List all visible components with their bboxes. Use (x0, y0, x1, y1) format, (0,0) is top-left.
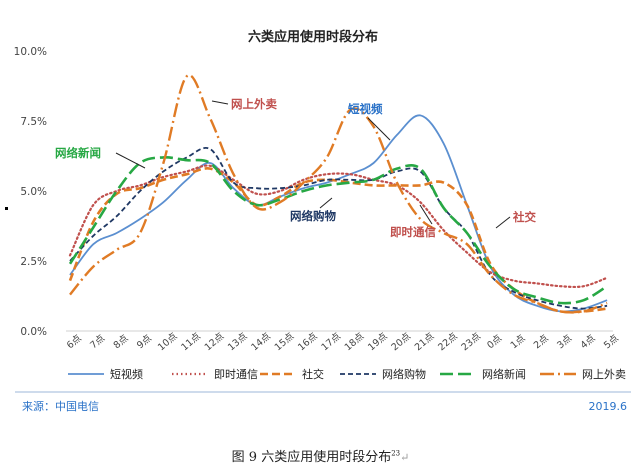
y-tick-label: 5.0% (20, 186, 47, 198)
series-group (68, 73, 609, 314)
x-tick-label: 11点 (179, 331, 203, 354)
legend-label: 网络新闻 (482, 367, 526, 381)
series-line-6 (69, 73, 608, 314)
x-tick-label: 12点 (203, 331, 227, 354)
legend-label: 短视频 (110, 367, 143, 381)
x-tick-label: 13点 (226, 331, 250, 354)
annotation-label: 短视频 (348, 102, 383, 116)
x-tick-label: 21点 (413, 331, 437, 354)
series-line-2 (68, 164, 609, 289)
series-line-3 (68, 167, 608, 314)
paragraph-mark: ↵ (400, 451, 410, 464)
x-tick-label: 17点 (319, 331, 343, 354)
x-tick-label: 4点 (579, 333, 598, 352)
x-tick-label: 9点 (135, 333, 154, 352)
x-tick-label: 16点 (296, 331, 320, 354)
x-tick-label: 22点 (436, 331, 460, 354)
chart-title: 六类应用使用时段分布 (248, 29, 378, 45)
annotation-leader (495, 216, 511, 229)
x-tick-label: 15点 (273, 331, 297, 354)
caption-text: 图 9 六类应用使用时段分布 (231, 450, 392, 465)
y-tick-label: 10.0% (14, 46, 47, 58)
annotation-label: 即时通信 (390, 225, 436, 239)
x-tick-label: 8点 (112, 333, 131, 352)
x-tick-label: 10点 (156, 331, 180, 354)
x-tick-label: 14点 (249, 331, 273, 354)
x-tick-label: 0点 (485, 333, 504, 352)
x-tick-label: 18点 (343, 331, 367, 354)
legend: 短视频 即时通信 社交 网络购物 网络新闻 网上外卖 (68, 367, 626, 381)
x-tick-label: 3点 (555, 333, 574, 352)
x-tick-label: 7点 (88, 333, 107, 352)
legend-label: 网络购物 (382, 367, 426, 381)
y-tick-label: 2.5% (20, 256, 47, 268)
x-tick-label: 5点 (602, 333, 621, 352)
annotation-leader (115, 152, 146, 169)
x-tick-label: 2点 (532, 333, 551, 352)
annotation-leader (419, 204, 433, 225)
x-tick-label: 19点 (366, 331, 390, 354)
x-tick-label: 20点 (389, 331, 413, 354)
chart-area: 六类应用使用时段分布 0.0% 2.5% 5.0% 7.5% 10.0% 6点 7点 8点 9… (5, 29, 631, 413)
x-axis: 6点 7点 8点 9点 10点 11点 12点 13点 14点 15点 16点 17点 18点 19点 20… (65, 331, 621, 354)
annotation-leader (319, 197, 333, 209)
annotation-leader (367, 117, 391, 141)
figure-caption: 图 9 六类应用使用时段分布23↵ (0, 446, 641, 465)
date-label: 2019.6 (589, 400, 628, 413)
legend-label: 网上外卖 (582, 368, 626, 381)
y-tick-label: 0.0% (20, 326, 47, 338)
legend-label: 即时通信 (214, 368, 258, 381)
series-line-4 (69, 147, 608, 310)
y-tick-label: 7.5% (20, 116, 47, 128)
annotation-label: 网络购物 (290, 209, 336, 223)
y-axis: 0.0% 2.5% 5.0% 7.5% 10.0% (14, 46, 614, 338)
x-tick-label: 23点 (460, 331, 484, 354)
annotation-label: 网络新闻 (55, 146, 101, 160)
caption-footnote: 23 (391, 449, 401, 458)
annotation-label: 网上外卖 (231, 97, 277, 111)
x-tick-label: 6点 (65, 333, 84, 352)
annotation-label: 社交 (512, 210, 536, 224)
series-line-1 (69, 114, 608, 313)
annotation-leader (211, 100, 229, 105)
series-line-5 (68, 156, 608, 305)
x-tick-label: 1点 (509, 333, 528, 352)
legend-label: 社交 (302, 367, 324, 381)
source-label: 来源：中国电信 (22, 399, 99, 413)
edge-marker (5, 207, 8, 210)
